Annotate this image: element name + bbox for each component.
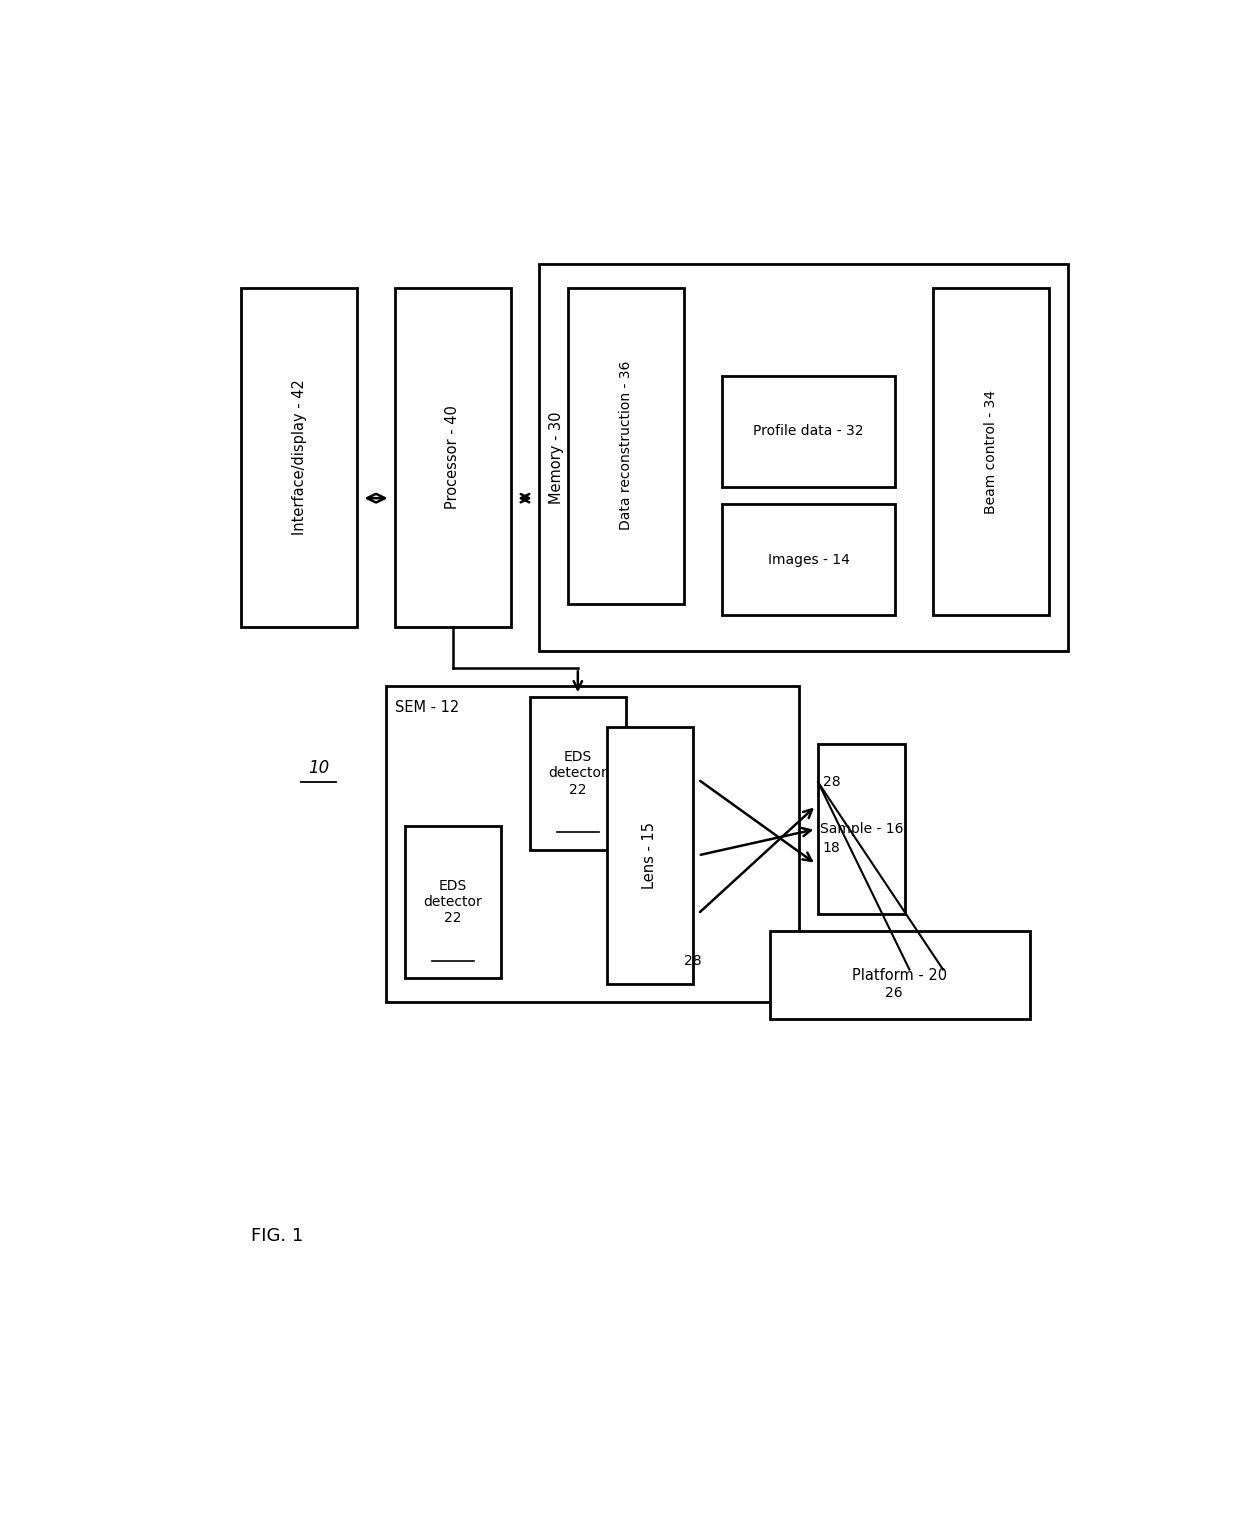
Text: Data reconstruction - 36: Data reconstruction - 36 bbox=[619, 362, 632, 530]
Text: 28: 28 bbox=[683, 953, 701, 968]
Bar bbox=[396, 287, 511, 628]
Text: 26: 26 bbox=[885, 986, 903, 1000]
Bar bbox=[722, 505, 895, 616]
Bar bbox=[770, 932, 1029, 1020]
Text: Memory - 30: Memory - 30 bbox=[549, 412, 564, 503]
Text: Lens - 15: Lens - 15 bbox=[642, 822, 657, 889]
Bar bbox=[539, 264, 1068, 651]
Bar bbox=[606, 727, 693, 983]
Bar bbox=[242, 287, 357, 628]
Text: Interface/display - 42: Interface/display - 42 bbox=[291, 380, 306, 535]
Text: SEM - 12: SEM - 12 bbox=[396, 699, 460, 714]
Text: Profile data - 32: Profile data - 32 bbox=[753, 424, 864, 438]
Bar bbox=[404, 827, 501, 979]
Bar bbox=[934, 287, 1049, 616]
Text: Images - 14: Images - 14 bbox=[768, 553, 849, 567]
Bar bbox=[568, 287, 683, 603]
Text: Processor - 40: Processor - 40 bbox=[445, 406, 460, 509]
Text: EDS
detector
22: EDS detector 22 bbox=[548, 751, 608, 796]
Text: Beam control - 34: Beam control - 34 bbox=[985, 389, 998, 514]
Text: 10: 10 bbox=[308, 758, 329, 777]
Bar bbox=[818, 745, 904, 914]
Bar bbox=[722, 375, 895, 486]
Text: EDS
detector
22: EDS detector 22 bbox=[424, 879, 482, 926]
Text: 18: 18 bbox=[823, 841, 841, 854]
Bar bbox=[529, 698, 626, 850]
Text: FIG. 1: FIG. 1 bbox=[250, 1227, 304, 1245]
Text: Sample - 16: Sample - 16 bbox=[820, 822, 903, 836]
Text: Platform - 20: Platform - 20 bbox=[852, 968, 947, 983]
Bar bbox=[386, 686, 799, 1002]
Text: 28: 28 bbox=[823, 775, 841, 789]
